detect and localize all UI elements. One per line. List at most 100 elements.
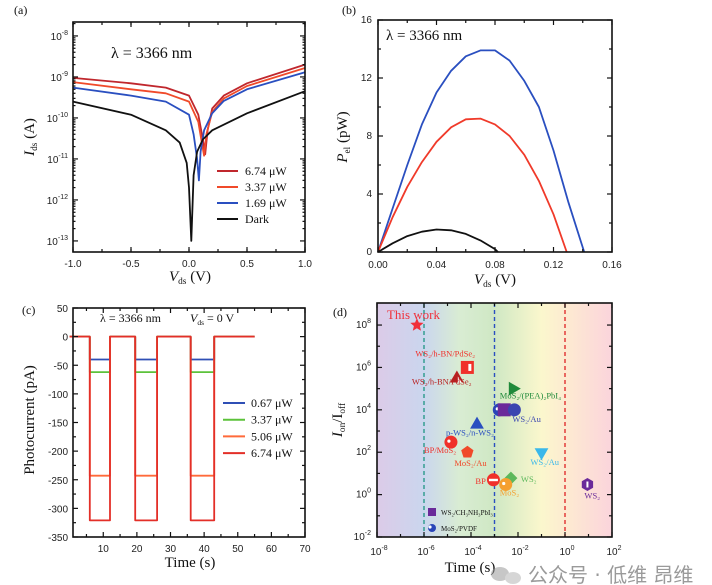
series-line-6.74μW (69, 335, 255, 522)
annotation: λ = 3366 nm (100, 311, 162, 325)
tick-label: 10-4 (464, 545, 481, 558)
label-main: V (474, 272, 485, 288)
y-axis-label: Pel (pW) (335, 111, 353, 163)
marker-detail (586, 481, 589, 488)
point-label: WS₂/h-BN/PdSe₂ (412, 377, 472, 387)
annotation-vds: Vds = 0 V (190, 311, 235, 327)
y-tick-label: -150 (48, 419, 68, 430)
x-tick-label: 70 (299, 544, 311, 555)
marker-detail (502, 481, 506, 486)
point-label: WS₂ (521, 474, 537, 484)
watermark: 公众号 · 低维 昂维 (491, 563, 693, 585)
label-main: P (335, 153, 351, 163)
y-tick-label: -200 (48, 447, 68, 458)
tick-label: 10-8 (51, 30, 68, 43)
x-tick-label: 60 (266, 544, 278, 555)
legend-label: 3.37 μW (251, 413, 293, 427)
watermark-text: 公众号 · 低维 昂维 (528, 563, 693, 585)
label-sub: ds (197, 318, 204, 327)
x-tick-label: 20 (131, 544, 143, 555)
label-rest: (V) (491, 272, 516, 288)
x-tick-label: 30 (165, 544, 177, 555)
tick-label: 102 (356, 445, 371, 458)
x-axis-label: Vds (V) (474, 272, 516, 290)
marker-circle-dot (444, 435, 458, 449)
marker-detail (447, 439, 451, 443)
marker-square (428, 508, 436, 516)
legend-label: 6.74 μW (251, 446, 293, 460)
plot-frame (377, 19, 613, 253)
x-tick-label: 0.00 (368, 260, 388, 271)
series-line-3.37μW (72, 67, 306, 157)
tick-label: 102 (606, 545, 621, 558)
x-tick-label: 0.16 (602, 260, 622, 271)
panel-label: (d) (333, 305, 347, 319)
marker-square (497, 403, 511, 417)
x-tick-label: 0.12 (544, 260, 564, 271)
point-label: WS₂/h-BN/PdSe₂ (415, 348, 475, 358)
panel-a: (a) -1.0 -0.5 0.0 0.5 1.0 10-13 10-12 10-11 10-10… (14, 3, 312, 287)
legend-label: WS₂/CH₃NH₃PbI₃ (441, 509, 493, 517)
marker-star (410, 318, 424, 331)
tick-label: 106 (356, 360, 371, 373)
marker-pentagon (461, 445, 474, 458)
legend-label: 6.74 μW (245, 164, 287, 178)
x-tick-label: 0.04 (427, 260, 447, 271)
marker-detail (428, 525, 432, 529)
label-main: V (190, 311, 199, 325)
marker-triangle-right (508, 381, 521, 396)
x-tick-label: 10 (98, 544, 110, 555)
x-tick-label: 40 (199, 544, 211, 555)
tick-label: 100 (559, 545, 574, 558)
tick-label: 10-13 (47, 235, 68, 248)
point-label: WS₂ (584, 490, 600, 500)
panel-label: (a) (14, 3, 27, 17)
tick-label: 10-11 (47, 153, 68, 166)
marker-triangle-half (449, 370, 464, 383)
y-axis-label: Ids (A) (22, 118, 40, 157)
tick-label: 10-9 (51, 71, 68, 84)
x-tick-label: 0.5 (240, 259, 254, 270)
tick-label: 10-2 (354, 530, 371, 543)
x-tick-label: -1.0 (64, 259, 82, 270)
series-line-Dark (72, 90, 306, 242)
series-line-6.74μW (72, 63, 306, 156)
y-tick-label: -100 (48, 390, 68, 401)
tick-label: 10-6 (417, 545, 434, 558)
annotation: λ = 3366 nm (111, 45, 193, 62)
y-axis-label: Ion/Ioff (330, 402, 348, 438)
marker-triangle-down (534, 448, 549, 461)
label-rest: (V) (186, 269, 211, 285)
y-tick-label: 0 (366, 247, 372, 258)
series-line-0.67μW (69, 335, 255, 361)
label-sub: off (337, 402, 348, 414)
annotation: λ = 3366 nm (386, 28, 462, 44)
label-sub: on (338, 422, 348, 432)
y-tick-label: -50 (54, 361, 69, 372)
y-tick-label: 50 (57, 304, 69, 315)
point-label: p-WS₂/n-WS₂ (446, 428, 494, 438)
label-main: I (330, 431, 346, 438)
legend-label: MoS₂/PVDF (441, 525, 477, 533)
legend-label: 3.37 μW (245, 180, 287, 194)
x-axis-label: Time (s) (445, 560, 496, 576)
marker-circle-dot (499, 477, 513, 491)
label-rest: (A) (22, 118, 38, 143)
point-label: MoS₂/(PEA)₂PbI₄ (500, 391, 561, 401)
x-tick-label: -0.5 (122, 259, 140, 270)
x-tick-label: 0.0 (182, 259, 196, 270)
label-main: I (22, 150, 38, 157)
label-rest: /I (330, 414, 346, 423)
y-tick-label: 8 (366, 131, 372, 142)
x-axis-label: Time (s) (165, 555, 216, 571)
label-sub: ds (30, 142, 40, 151)
point-label: WS₂/Au (512, 414, 541, 424)
marker-detail (457, 376, 462, 383)
y-tick-label: -250 (48, 476, 68, 487)
y-tick-label: 12 (361, 73, 373, 84)
legend-label: 0.67 μW (251, 396, 293, 410)
point-label: MoS₂/Au (454, 458, 487, 468)
x-tick-label: 1.0 (298, 259, 312, 270)
panel-b: (b) 0.00 0.04 0.08 0.12 0.16 0 4 8 12 16 λ = 3366 n… (335, 3, 622, 290)
